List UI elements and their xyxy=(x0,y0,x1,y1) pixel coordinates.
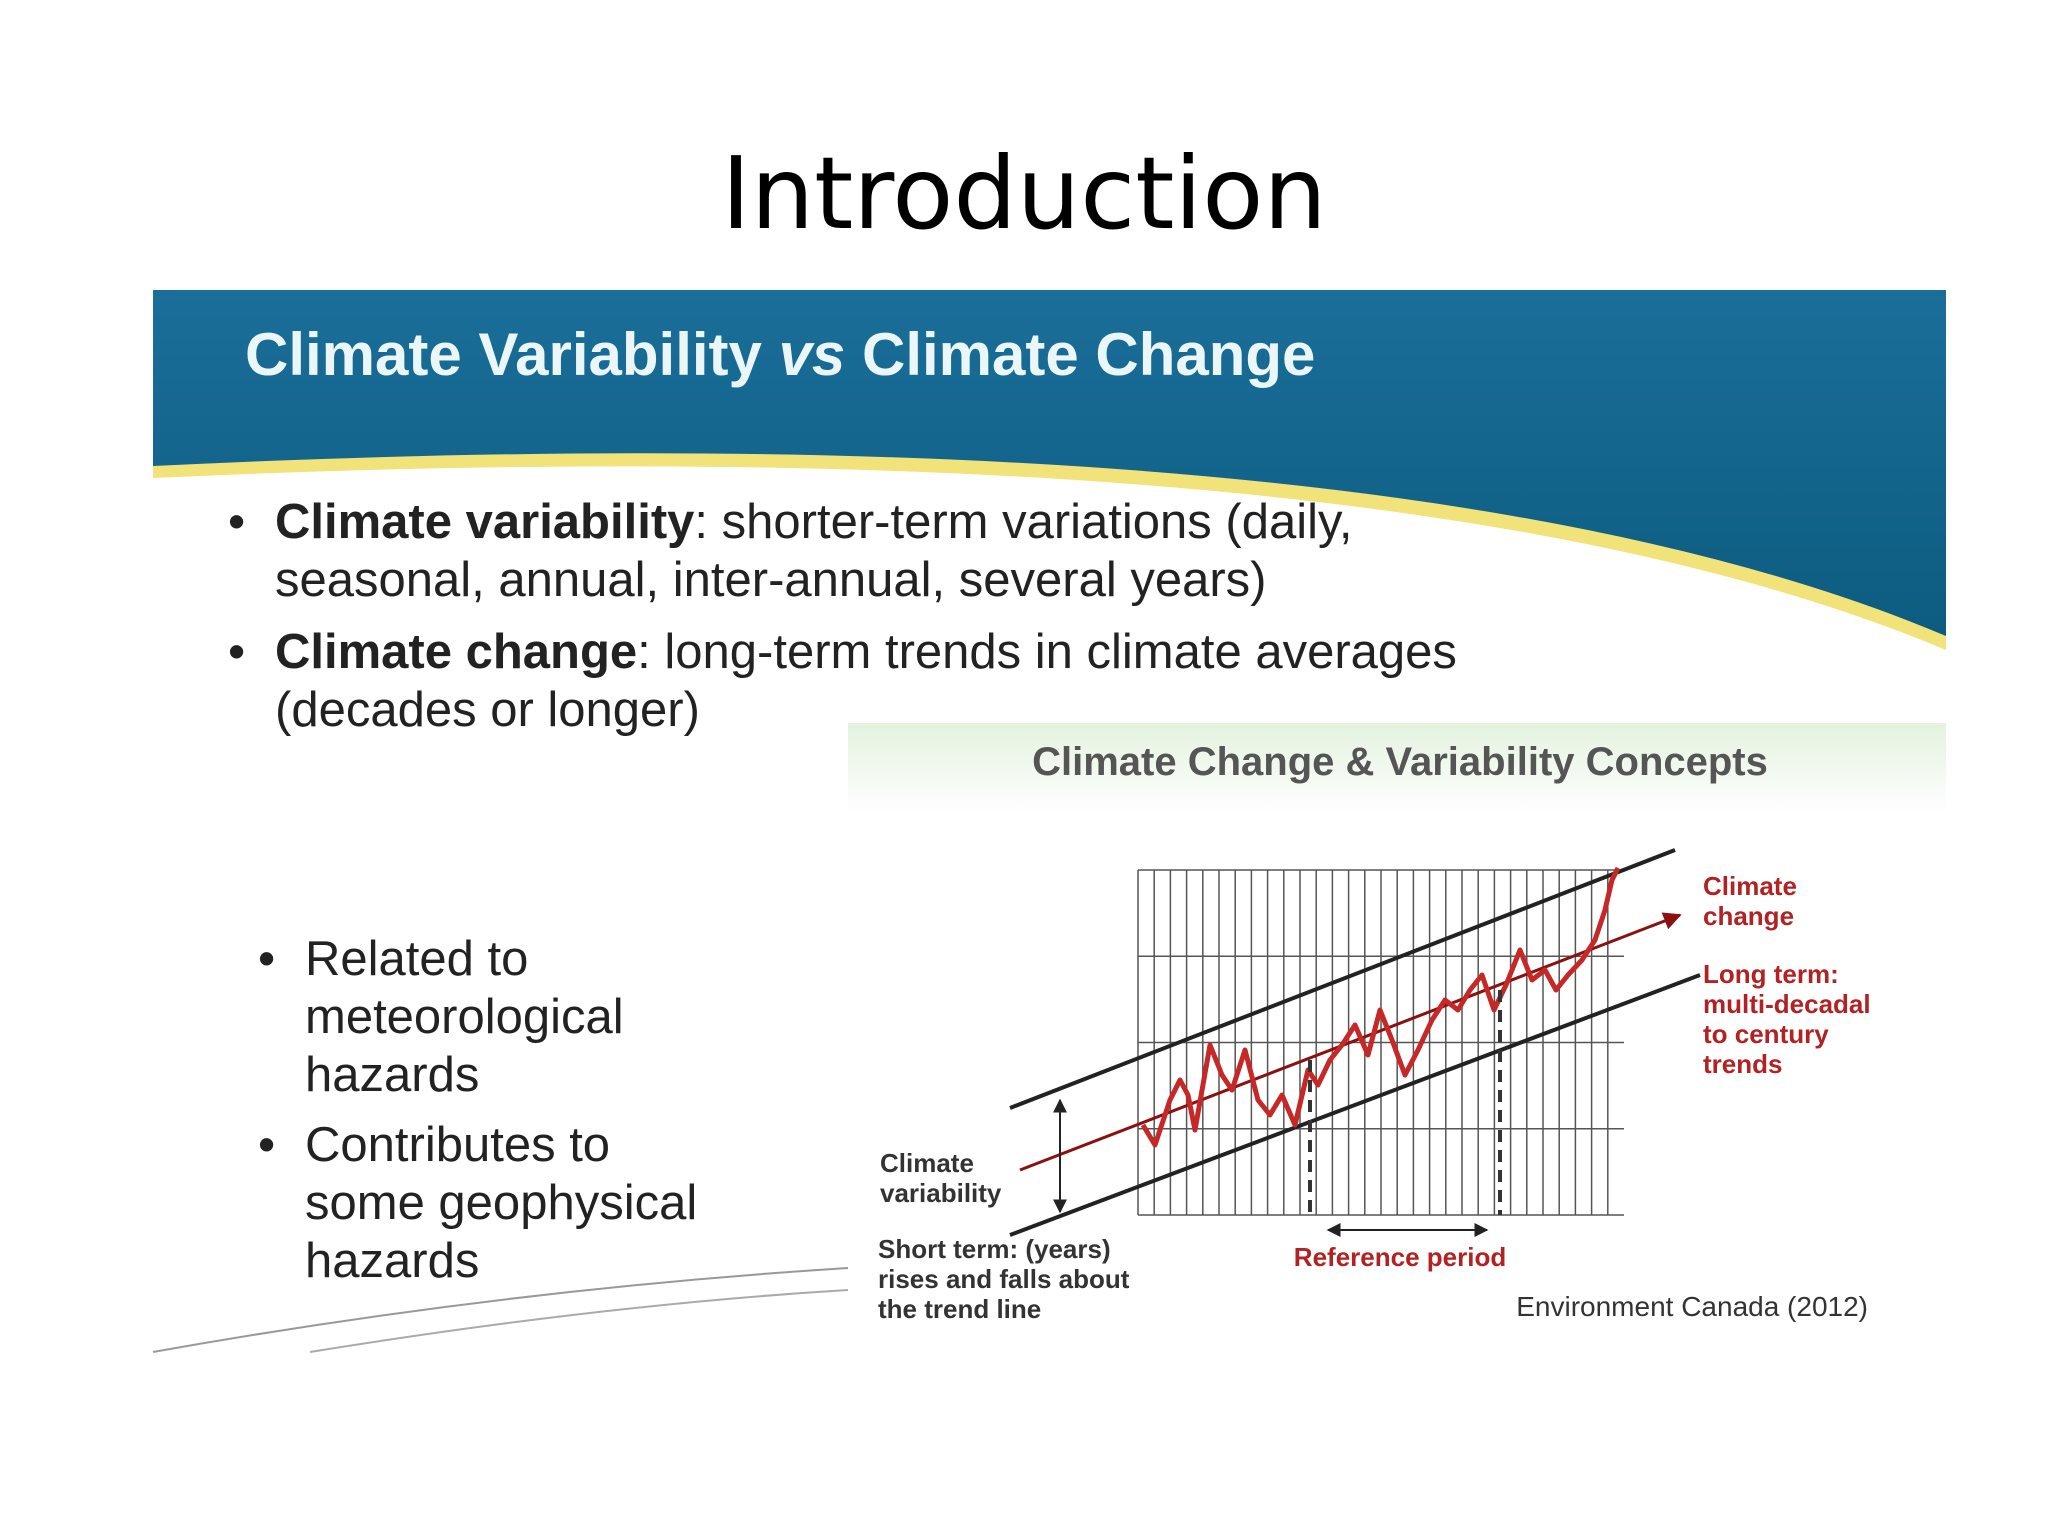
long-term-label: trends xyxy=(1703,1049,1782,1079)
diagram-title-box xyxy=(848,723,1946,813)
swoosh xyxy=(309,1289,849,1353)
climate-change-label: change xyxy=(1703,901,1794,931)
bullet-text: (decades or longer) xyxy=(275,683,700,737)
source: Environment Canada (2012) xyxy=(1516,1291,1868,1322)
side-bullet: hazards xyxy=(305,1048,479,1102)
long-term-label: multi-decadal xyxy=(1703,989,1871,1019)
heading: Climate Variability vs Climate Change xyxy=(245,321,1315,388)
bullet-dot: • xyxy=(258,1118,275,1172)
bullet-text: seasonal, annual, inter-annual, several … xyxy=(275,553,1266,607)
variability-label: variability xyxy=(880,1178,1002,1208)
side-bullet: some geophysical xyxy=(305,1176,697,1230)
side-bullet: Contributes to xyxy=(305,1118,610,1172)
bullet-dot: • xyxy=(258,932,275,986)
climate-change-label: Climate xyxy=(1703,871,1797,901)
bullet-dot: • xyxy=(228,625,245,679)
short-term-label: rises and falls about xyxy=(878,1264,1130,1294)
bullet-text: Climate change: long-term trends in clim… xyxy=(275,625,1457,679)
short-term-label: Short term: (years) xyxy=(878,1234,1111,1264)
short-term-label: the trend line xyxy=(878,1294,1041,1324)
slide-title: Introduction xyxy=(721,135,1327,252)
bullet-dot: • xyxy=(228,495,245,549)
banner xyxy=(153,290,1946,636)
side-bullet: meteorological xyxy=(305,990,624,1044)
lower-bound xyxy=(1009,973,1701,1237)
reference-label: Reference period xyxy=(1294,1242,1506,1272)
bullet-text: Climate variability: shorter-term variat… xyxy=(275,495,1352,549)
side-bullet: Related to xyxy=(305,932,528,986)
diagram-title: Climate Change & Variability Concepts xyxy=(1032,740,1768,784)
long-term-label: to century xyxy=(1703,1019,1829,1049)
trend-line xyxy=(1019,912,1682,1172)
variability-line xyxy=(1140,866,1621,1148)
swoosh xyxy=(152,1267,849,1353)
side-bullet: hazards xyxy=(305,1234,479,1288)
variability-label: Climate xyxy=(880,1148,974,1178)
upper-bound xyxy=(1009,848,1676,1110)
long-term-label: Long term: xyxy=(1703,959,1839,989)
